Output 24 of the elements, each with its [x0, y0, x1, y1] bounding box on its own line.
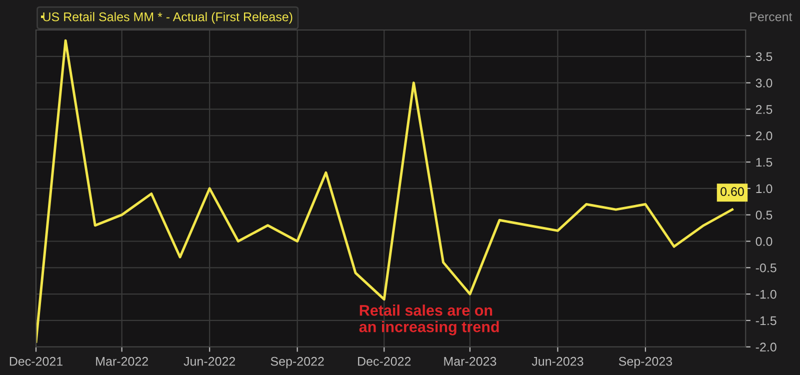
- y-tick-label: -0.5: [756, 263, 776, 272]
- y-tick-label: 1.0: [756, 184, 772, 194]
- y-tick-label: 2.0: [756, 131, 772, 140]
- x-tick-label: Sep-2022: [270, 356, 324, 368]
- y-tick-label: -2.0: [756, 342, 776, 352]
- y-axis-title: Percent: [750, 12, 792, 22]
- data-label: 0.60: [720, 187, 744, 196]
- y-tick-label: 0.0: [756, 237, 772, 246]
- x-tick-label: Jun-2022: [184, 356, 236, 366]
- x-tick-label: Sep-2023: [618, 356, 672, 368]
- x-tick-label: Mar-2022: [96, 356, 148, 366]
- y-tick-label: -1.5: [756, 316, 776, 326]
- y-tick-label: -1.0: [756, 290, 776, 299]
- x-tick-label: Mar-2023: [444, 356, 496, 366]
- y-tick-label: 2.5: [756, 105, 772, 114]
- y-tick-label: 0.5: [756, 210, 772, 220]
- y-tick-label: 1.5: [756, 158, 772, 167]
- legend-label: US Retail Sales MM * - Actual (First Release): [43, 12, 292, 24]
- annotation: Retail sales are on an increasing trend: [359, 304, 499, 336]
- x-tick-label: Jun-2023: [532, 356, 584, 366]
- x-tick-label: Dec-2021: [10, 356, 62, 366]
- y-tick-label: 3.5: [756, 52, 772, 62]
- y-tick-label: 3.0: [756, 78, 772, 88]
- x-tick-label: Dec-2022: [358, 356, 411, 366]
